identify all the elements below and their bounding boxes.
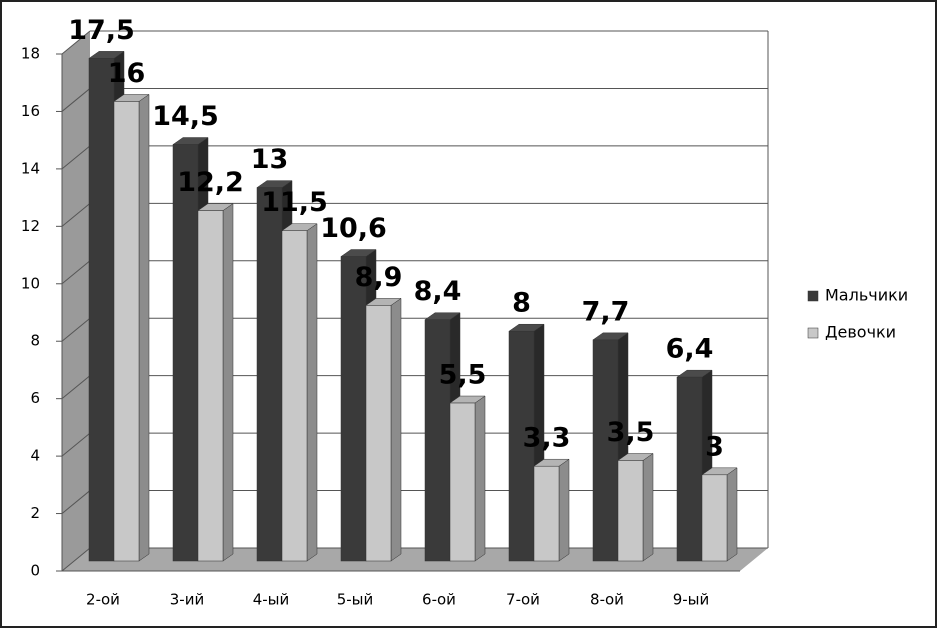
bar [365,305,392,562]
x-tick-label: 2-ой [86,591,120,609]
value-label: 12,2 [177,167,244,198]
value-label: 16 [108,58,146,89]
bar [617,460,644,562]
x-tick-label: 7-ой [506,591,540,609]
x-tick-label: 3-ий [170,591,204,609]
bar [281,230,308,562]
y-tick-label: 12 [21,217,40,235]
value-label: 3 [705,431,724,462]
bar [508,330,535,562]
y-tick-label: 0 [30,562,40,580]
value-label: 17,5 [68,15,135,46]
bar [172,144,199,562]
y-tick-label: 18 [21,45,40,63]
bar [197,210,224,562]
x-tick-label: 4-ый [253,591,290,609]
legend-swatch [807,290,819,302]
bar-side [474,395,486,562]
grid-line [61,317,91,342]
x-tick-label: 6-ой [422,591,456,609]
bar-side [306,223,318,562]
floor [62,548,768,571]
bar-side [642,452,654,562]
value-label: 3,3 [523,423,571,454]
bar [113,101,140,562]
value-label: 3,5 [607,417,655,448]
grid-line [61,547,91,572]
value-label: 8 [512,288,531,319]
x-tick-label: 8-ой [590,591,624,609]
bar [424,319,451,562]
bar [256,187,283,562]
value-label: 7,7 [582,296,630,327]
value-label: 14,5 [152,101,219,132]
side-wall [62,31,90,571]
grid-line [61,88,91,112]
legend-label: Девочки [825,323,896,342]
value-label: 6,4 [666,334,714,365]
bar [676,376,703,562]
grid-line [61,30,91,55]
grid-line [61,202,91,227]
bar [340,256,367,562]
value-label: 8,4 [414,276,462,307]
y-tick-label: 14 [21,159,40,177]
value-label: 10,6 [320,213,387,244]
x-tick-label: 5-ый [337,591,374,609]
x-tick-label: 9-ый [673,591,710,609]
y-tick-label: 6 [30,389,40,407]
legend-label: Мальчики [825,286,908,305]
grid-line [61,375,91,400]
grid-line [61,260,91,285]
bar-side [558,458,570,562]
bar-side [138,93,150,562]
grid-line [61,432,91,457]
grid-line [61,145,91,170]
grid-line [61,490,91,514]
bar [533,465,560,562]
y-tick-label: 4 [30,447,40,465]
bar [701,474,728,562]
y-tick-label: 16 [21,102,40,120]
value-label: 13 [251,144,289,175]
y-tick-label: 10 [21,274,40,292]
value-label: 11,5 [261,187,328,218]
bar [449,402,476,562]
bar-side [726,467,738,562]
value-label: 5,5 [439,360,487,391]
value-label: 8,9 [355,262,403,293]
y-tick-label: 2 [30,504,40,522]
legend-swatch [807,327,819,339]
bar [88,58,115,562]
bar [592,339,619,562]
bar-side [390,297,402,562]
bar-side [222,203,234,562]
y-tick-label: 8 [30,332,40,350]
